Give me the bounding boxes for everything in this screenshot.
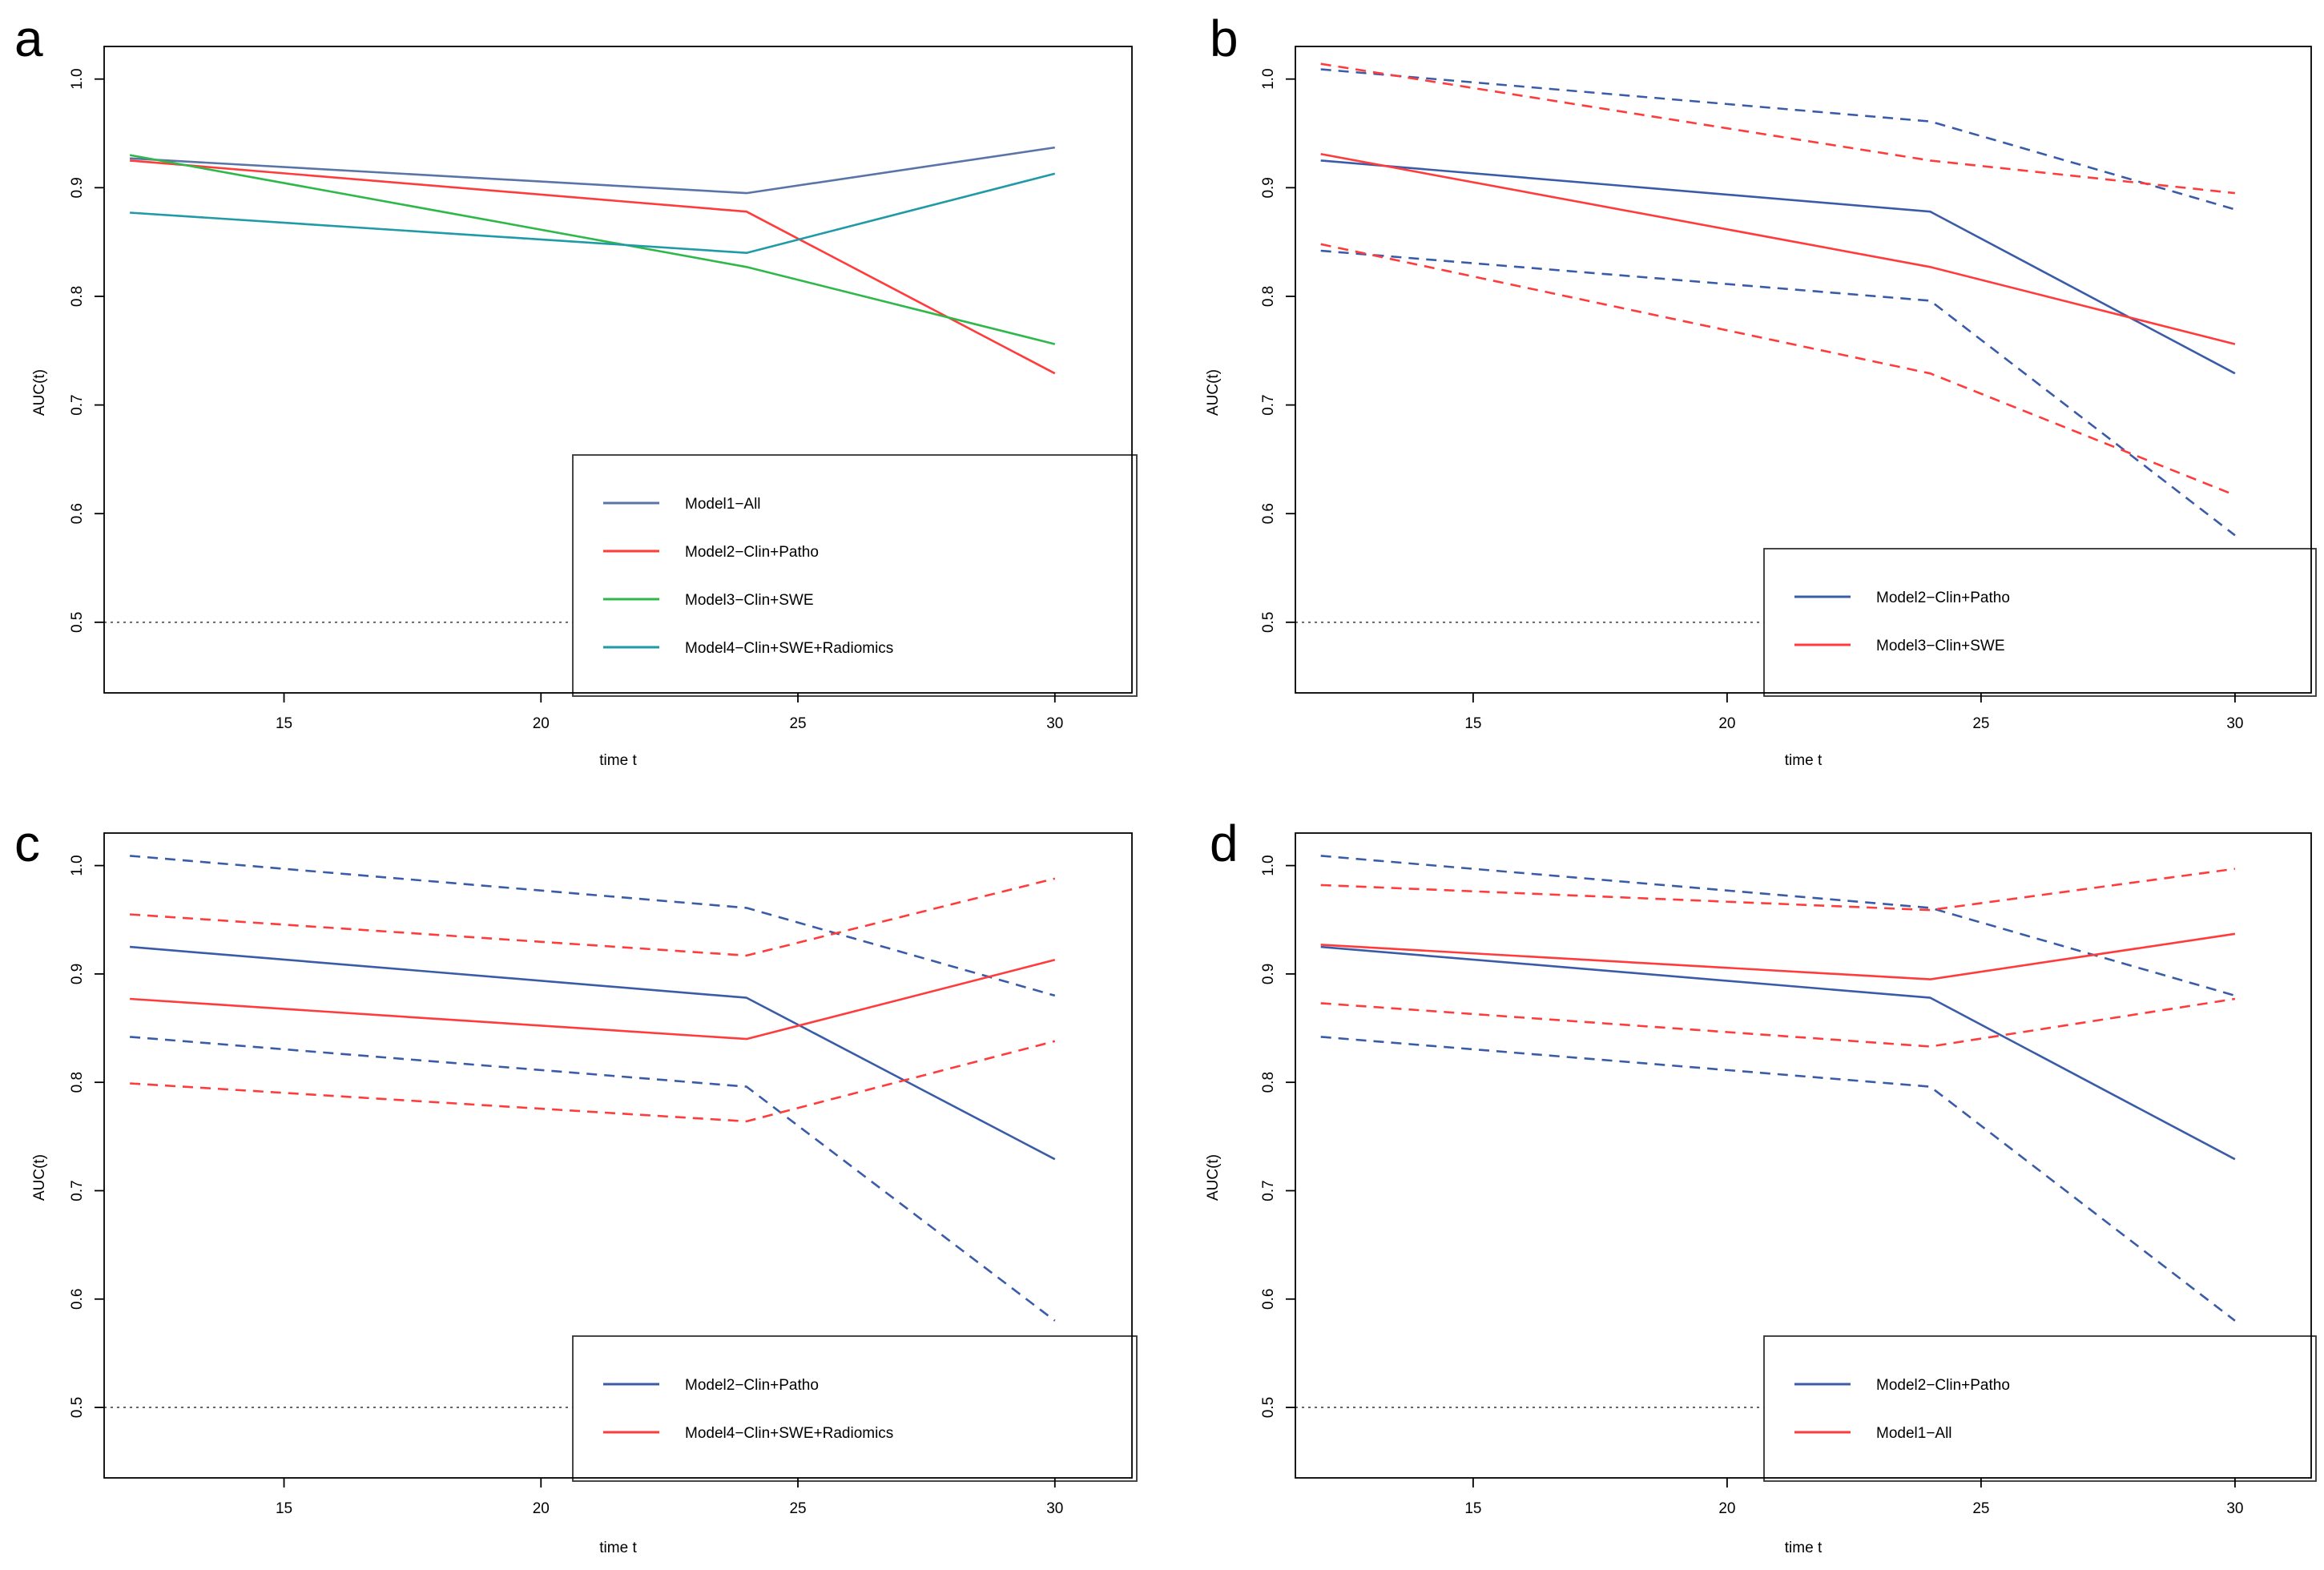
y-tick-label: 0.6 [1260, 1289, 1277, 1310]
y-tick-label: 0.6 [1260, 503, 1277, 524]
y-tick-label: 1.0 [1260, 68, 1277, 89]
legend-label: Model1−All [1876, 1425, 1952, 1442]
legend-label: Model1−All [685, 496, 761, 513]
x-axis-title: time t [1785, 752, 1823, 769]
legend-box [572, 1335, 1138, 1482]
series-line-ci-5 [1320, 997, 2236, 1048]
legend-label: Model2−Clin+Patho [685, 1377, 819, 1394]
series-line-model4-clin-swe-radiomics [130, 959, 1056, 1041]
series-line-ci-1 [1320, 855, 2236, 997]
plot-border [1295, 46, 2312, 694]
panel-c: c Model2−Clin+Patho Model4−Clin+SWE+Radiom… [14, 815, 1138, 1556]
series-line-ci-4 [1320, 868, 2236, 912]
y-axis-title: AUC(t) [1205, 1154, 1222, 1201]
y-tick-label: 0.6 [69, 503, 86, 524]
x-tick-label: 15 [1464, 715, 1481, 732]
y-tick-label: 0.7 [69, 394, 86, 415]
y-tick-label: 0.9 [69, 177, 86, 198]
x-tick-label: 20 [533, 715, 550, 732]
panel-a: a Model1−All Model2−Clin+Patho Model3−Clin+… [14, 10, 1138, 769]
x-axis-title: time t [1785, 1540, 1823, 1556]
series-line-ci-2 [1320, 1036, 2236, 1322]
x-tick-label: 30 [2226, 1500, 2243, 1517]
series-line-model1-all [1320, 932, 2236, 980]
panel-b: b Model2−Clin+Patho Model3−Clin+SWE 0.5 0.6 0… [1205, 10, 2317, 769]
y-tick-label: 1.0 [69, 68, 86, 89]
y-tick-label: 0.5 [69, 612, 86, 633]
x-axis-title: time t [599, 1540, 637, 1556]
legend-label: Model3−Clin+SWE [1876, 638, 2005, 654]
legend-label: Model2−Clin+Patho [1876, 590, 2010, 606]
series-line-model2-clin-patho [1320, 159, 2236, 375]
legend-box [1763, 1335, 2317, 1482]
plot-border [103, 832, 1133, 1479]
y-tick-label: 1.0 [1260, 855, 1277, 876]
y-axis-title: AUC(t) [31, 369, 48, 416]
y-tick-label: 0.8 [69, 286, 86, 307]
legend-label: Model2−Clin+Patho [1876, 1377, 2010, 1394]
y-axis-title: AUC(t) [1205, 369, 1222, 416]
series-line-model2-clin-patho [1320, 945, 2236, 1161]
x-tick-label: 25 [789, 1500, 806, 1517]
plot-border [103, 46, 1133, 694]
series-line-model3-clin-swe [1320, 153, 2236, 345]
legend-label: Model3−Clin+SWE [685, 592, 814, 609]
legend-box [1763, 548, 2317, 697]
legend-label: Model4−Clin+SWE+Radiomics [685, 640, 893, 657]
x-tick-label: 25 [789, 715, 806, 732]
y-tick-label: 0.8 [1260, 1072, 1277, 1093]
x-tick-label: 30 [1046, 715, 1063, 732]
series-line-model4-clin-swe-radiomics [130, 172, 1056, 255]
legend-box [572, 454, 1138, 697]
panel-letter: a [14, 10, 43, 67]
y-tick-label: 1.0 [69, 855, 86, 876]
legend-label: Model2−Clin+Patho [685, 544, 819, 561]
series-line-ci-5 [130, 1040, 1056, 1123]
x-tick-label: 30 [2226, 715, 2243, 732]
panel-letter: c [14, 815, 40, 872]
y-tick-label: 0.7 [1260, 1180, 1277, 1201]
series-line-model1-all [130, 146, 1055, 195]
x-tick-label: 15 [1464, 1500, 1481, 1517]
panel-d: d Model2−Clin+Patho Model1−All 0.5 0.6 0.7 0.8… [1205, 815, 2317, 1556]
series-line-ci-5 [1320, 243, 2236, 497]
x-tick-label: 30 [1046, 1500, 1063, 1517]
series-line-model3-clin-swe [129, 154, 1056, 345]
x-tick-label: 20 [533, 1500, 550, 1517]
y-axis-title: AUC(t) [31, 1154, 48, 1201]
x-tick-label: 25 [1972, 715, 1989, 732]
series-line-ci-4 [130, 877, 1056, 957]
y-tick-label: 0.6 [69, 1289, 86, 1310]
series-line-ci-1 [1320, 68, 2236, 211]
plot-border [1295, 832, 2312, 1479]
x-tick-label: 15 [276, 1500, 292, 1517]
legend-label: Model4−Clin+SWE+Radiomics [685, 1425, 893, 1442]
series-line-ci-2 [129, 1036, 1056, 1322]
panel-letter: d [1210, 815, 1239, 872]
y-tick-label: 0.7 [1260, 394, 1277, 415]
x-axis-title: time t [599, 752, 637, 769]
series-line-ci-2 [1320, 249, 2236, 537]
y-tick-label: 0.9 [69, 964, 86, 984]
y-tick-label: 0.8 [69, 1072, 86, 1093]
y-tick-label: 0.8 [1260, 286, 1277, 307]
series-line-model2-clin-patho [129, 159, 1056, 375]
x-tick-label: 25 [1972, 1500, 1989, 1517]
y-tick-label: 0.9 [1260, 177, 1277, 198]
y-tick-label: 0.9 [1260, 964, 1277, 984]
x-tick-label: 15 [276, 715, 292, 732]
series-line-ci-4 [1320, 62, 2236, 195]
y-tick-label: 0.7 [69, 1180, 86, 1201]
panel-letter: b [1210, 10, 1239, 67]
series-line-model2-clin-patho [129, 945, 1056, 1161]
y-tick-label: 0.5 [69, 1397, 86, 1418]
series-line-ci-1 [129, 855, 1056, 997]
x-tick-label: 20 [1718, 715, 1735, 732]
y-tick-label: 0.5 [1260, 1397, 1277, 1418]
x-tick-label: 20 [1718, 1500, 1735, 1517]
y-tick-label: 0.5 [1260, 612, 1277, 633]
